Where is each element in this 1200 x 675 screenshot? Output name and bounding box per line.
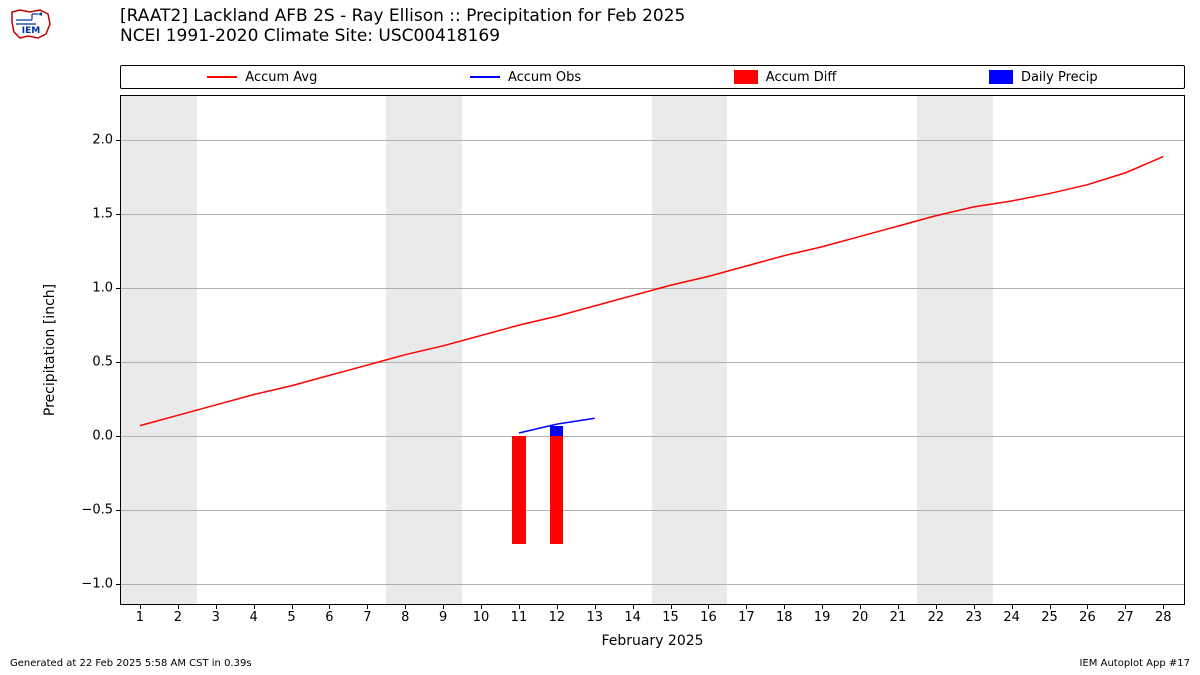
- x-tick: [708, 604, 709, 609]
- legend-item: Accum Obs: [470, 70, 581, 85]
- x-tick: [784, 604, 785, 609]
- x-tick-label: 23: [965, 610, 982, 625]
- chart-plot-area: −1.0−0.50.00.51.01.52.012345678910111213…: [120, 95, 1185, 605]
- x-tick-label: 19: [814, 610, 831, 625]
- legend-patch-icon: [989, 70, 1013, 84]
- x-tick: [671, 604, 672, 609]
- x-tick: [936, 604, 937, 609]
- x-tick-label: 28: [1155, 610, 1172, 625]
- x-tick: [405, 604, 406, 609]
- x-tick: [974, 604, 975, 609]
- x-tick: [254, 604, 255, 609]
- x-tick-label: 13: [586, 610, 603, 625]
- x-tick-label: 12: [549, 610, 566, 625]
- x-tick: [595, 604, 596, 609]
- x-tick-label: 21: [890, 610, 907, 625]
- y-tick-label: 1.5: [92, 207, 113, 222]
- x-tick: [367, 604, 368, 609]
- x-tick: [746, 604, 747, 609]
- legend-line-icon: [470, 76, 500, 78]
- x-tick-label: 20: [852, 610, 869, 625]
- x-tick-label: 4: [250, 610, 258, 625]
- x-tick: [1087, 604, 1088, 609]
- x-tick-label: 22: [928, 610, 945, 625]
- x-tick: [860, 604, 861, 609]
- x-tick: [481, 604, 482, 609]
- x-tick: [178, 604, 179, 609]
- series-line: [140, 157, 1163, 426]
- x-tick-label: 11: [511, 610, 528, 625]
- x-tick-label: 6: [325, 610, 333, 625]
- y-axis-label: Precipitation [inch]: [42, 284, 58, 416]
- x-tick-label: 24: [1003, 610, 1020, 625]
- x-tick-label: 14: [624, 610, 641, 625]
- x-tick-label: 16: [700, 610, 717, 625]
- x-tick: [1125, 604, 1126, 609]
- x-tick-label: 1: [136, 610, 144, 625]
- chart-legend: Accum Avg Accum Obs Accum Diff Daily Precip: [120, 65, 1185, 89]
- x-tick-label: 8: [401, 610, 409, 625]
- x-tick-label: 3: [212, 610, 220, 625]
- x-tick: [822, 604, 823, 609]
- svg-text:IEM: IEM: [22, 26, 40, 36]
- footer-app: IEM Autoplot App #17: [1080, 658, 1190, 669]
- legend-label: Accum Diff: [766, 70, 837, 85]
- x-tick: [557, 604, 558, 609]
- x-tick-label: 26: [1079, 610, 1096, 625]
- x-tick-label: 10: [473, 610, 490, 625]
- x-tick: [1050, 604, 1051, 609]
- y-tick-label: 2.0: [92, 133, 113, 148]
- iem-logo: IEM: [8, 6, 52, 42]
- x-tick-label: 17: [738, 610, 755, 625]
- chart-title-line2: NCEI 1991-2020 Climate Site: USC00418169: [120, 26, 685, 46]
- legend-patch-icon: [734, 70, 758, 84]
- chart-title-line1: [RAAT2] Lackland AFB 2S - Ray Ellison ::…: [120, 6, 685, 26]
- legend-line-icon: [207, 76, 237, 78]
- y-tick-label: −1.0: [81, 576, 113, 591]
- x-axis-label: February 2025: [601, 633, 703, 649]
- x-tick-label: 7: [363, 610, 371, 625]
- x-tick: [443, 604, 444, 609]
- y-tick: [116, 214, 121, 215]
- x-tick: [633, 604, 634, 609]
- legend-label: Daily Precip: [1021, 70, 1098, 85]
- y-tick: [116, 584, 121, 585]
- bar: [550, 426, 563, 436]
- y-tick: [116, 362, 121, 363]
- legend-item: Accum Avg: [207, 70, 317, 85]
- x-tick: [898, 604, 899, 609]
- y-tick: [116, 288, 121, 289]
- x-tick-label: 18: [776, 610, 793, 625]
- y-tick: [116, 436, 121, 437]
- x-tick-label: 25: [1041, 610, 1058, 625]
- bar: [550, 436, 563, 544]
- legend-item: Accum Diff: [734, 70, 837, 85]
- x-tick: [216, 604, 217, 609]
- chart-svg: [121, 96, 1186, 606]
- x-tick-label: 5: [287, 610, 295, 625]
- x-tick: [1012, 604, 1013, 609]
- y-tick-label: 0.5: [92, 355, 113, 370]
- x-tick-label: 15: [662, 610, 679, 625]
- x-tick: [1163, 604, 1164, 609]
- legend-label: Accum Avg: [245, 70, 317, 85]
- y-tick: [116, 510, 121, 511]
- y-tick-label: 1.0: [92, 281, 113, 296]
- x-tick: [519, 604, 520, 609]
- x-tick-label: 27: [1117, 610, 1134, 625]
- y-tick-label: 0.0: [92, 429, 113, 444]
- legend-item: Daily Precip: [989, 70, 1098, 85]
- y-tick: [116, 140, 121, 141]
- y-tick-label: −0.5: [81, 502, 113, 517]
- x-tick: [329, 604, 330, 609]
- legend-label: Accum Obs: [508, 70, 581, 85]
- x-tick-label: 9: [439, 610, 447, 625]
- footer-generated: Generated at 22 Feb 2025 5:58 AM CST in …: [10, 658, 252, 669]
- x-tick: [292, 604, 293, 609]
- x-tick: [140, 604, 141, 609]
- x-tick-label: 2: [174, 610, 182, 625]
- bar: [512, 436, 525, 544]
- chart-titles: [RAAT2] Lackland AFB 2S - Ray Ellison ::…: [120, 6, 685, 46]
